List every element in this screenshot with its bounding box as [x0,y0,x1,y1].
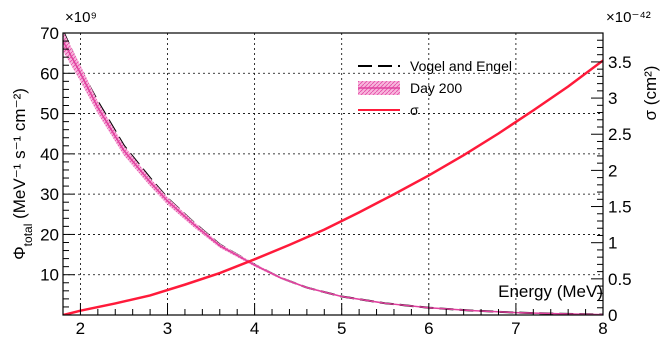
x-tick-label: 7 [511,319,520,338]
legend-label: Day 200 [410,80,462,96]
series-layer [63,33,603,315]
y-left-multiplier: ×10⁹ [65,9,97,26]
legend-label: Vogel and Engel [410,58,512,74]
grid [63,33,603,315]
labels: 2 3 4 5 6 7 8 10 20 30 40 50 60 70 0 0.5 1 1.5 2 2.5 3 3.5 ×10… [10,9,660,338]
y-left-tick-label: 70 [40,24,59,43]
y-right-tick-label: 1 [608,234,617,253]
y-right-axis-title: σ (cm²) [641,66,660,121]
x-tick-label: 4 [250,319,259,338]
y-left-tick-label: 50 [40,105,59,124]
y-right-tick-label: 3 [608,89,617,108]
series-band-center-1 [63,40,603,315]
plot-frame [62,32,604,316]
y-right-tick-label: 0 [608,306,617,325]
series-line-2 [63,59,603,315]
y-left-tick-label: 30 [40,185,59,204]
y-right-tick-label: 0.5 [608,270,632,289]
y-right-multiplier: ×10⁻⁴² [606,9,651,26]
y-left-tick-label: 20 [40,225,59,244]
axes [62,32,604,316]
x-tick-label: 2 [76,319,85,338]
y-right-tick-label: 2 [608,161,617,180]
x-tick-label: 3 [163,319,172,338]
y-left-tick-label: 40 [40,145,59,164]
y-right-tick-label: 1.5 [608,198,632,217]
x-tick-label: 8 [598,319,607,338]
x-axis-title: Energy (MeV) [498,282,603,301]
y-left-tick-label: 10 [40,266,59,285]
y-right-tick-label: 2.5 [608,125,632,144]
x-tick-label: 5 [337,319,346,338]
y-left-tick-label: 60 [40,64,59,83]
legend: Vogel and Engel Day 200 σ [358,58,512,118]
y-right-tick-label: 3.5 [608,53,632,72]
y-left-axis-title: Φtotal (MeV⁻¹ s⁻¹ cm⁻²) [10,88,35,260]
legend-label: σ [410,102,419,118]
x-tick-label: 6 [424,319,433,338]
